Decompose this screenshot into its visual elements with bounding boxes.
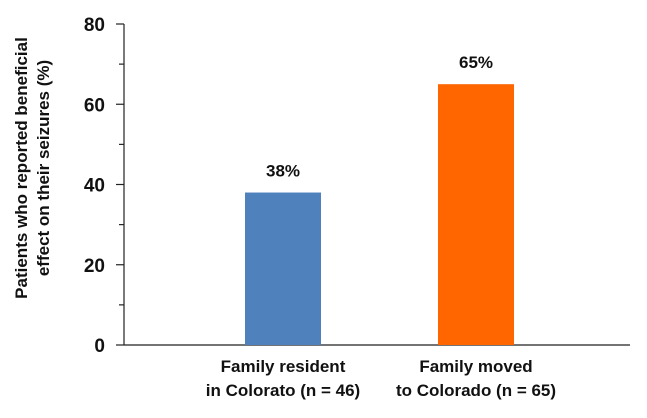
y-tick-label: 0 <box>94 336 105 357</box>
category-label-2: to Colorado (n = 65) <box>396 381 556 400</box>
y-axis-title-line: Patients who reported beneficial <box>12 37 31 299</box>
bar-2 <box>438 84 514 345</box>
y-axis-title-line: effect on their seizures (%) <box>34 60 53 276</box>
category-label-2: Family moved <box>419 357 532 376</box>
y-tick-label: 40 <box>84 176 105 197</box>
bars-group <box>245 84 514 345</box>
y-axis-title: Patients who reported beneficial effect o… <box>12 37 53 299</box>
data-label-1: 38% <box>266 162 300 181</box>
category-label-1: Family resident <box>221 357 346 376</box>
y-tick-label: 20 <box>84 256 105 277</box>
bar-1 <box>245 192 321 345</box>
category-label-1: in Colorato (n = 46) <box>206 381 360 400</box>
y-tick-label: 80 <box>84 15 105 36</box>
labels-group: 38% Family resident in Colorato (n = 46) 65… <box>206 53 556 400</box>
y-tick-label: 60 <box>84 95 105 116</box>
data-label-2: 65% <box>459 53 493 72</box>
axes: 0 20 40 60 80 <box>84 15 630 357</box>
